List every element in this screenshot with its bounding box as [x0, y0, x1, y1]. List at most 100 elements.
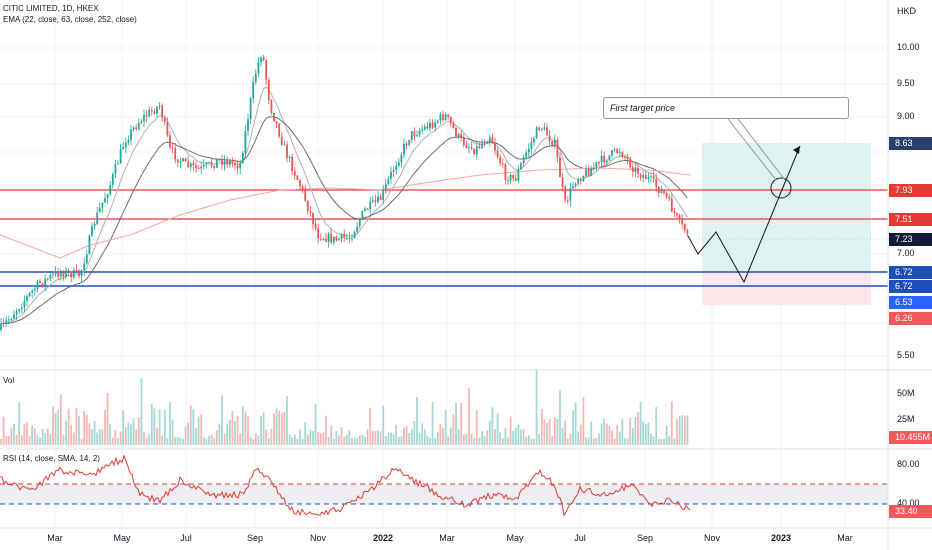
- candle-body: [431, 122, 434, 128]
- annotation-callout[interactable]: First target price: [603, 97, 849, 119]
- candle-body: [195, 165, 197, 168]
- volume-bar: [150, 404, 153, 445]
- volume-bar: [184, 426, 187, 445]
- candle-body: [483, 143, 486, 145]
- volume-bar: [319, 432, 322, 445]
- volume-bar: [278, 410, 281, 445]
- volume-bar: [670, 401, 673, 445]
- volume-bar: [377, 430, 379, 445]
- volume-bar: [275, 408, 278, 445]
- volume-bar: [364, 436, 366, 445]
- time-axis-label: May: [506, 533, 524, 543]
- volume-bar: [559, 390, 561, 445]
- volume-bar: [382, 405, 385, 445]
- volume-legend[interactable]: Vol: [3, 376, 15, 385]
- candle-body: [374, 200, 377, 203]
- volume-bar: [668, 436, 671, 445]
- candle-body: [509, 174, 512, 181]
- volume-bar: [332, 438, 335, 445]
- volume-bar: [533, 438, 535, 445]
- candle-body: [634, 167, 637, 172]
- candle-body: [226, 160, 229, 165]
- candle-body: [595, 161, 598, 168]
- volume-bar: [553, 417, 556, 445]
- volume-bar: [195, 428, 197, 445]
- candle-body: [400, 154, 403, 163]
- volume-bar: [247, 416, 249, 445]
- candle-body: [10, 318, 13, 320]
- volume-bar: [286, 395, 288, 445]
- volume-bar: [488, 420, 491, 445]
- candle-body: [127, 140, 130, 143]
- candle-body: [395, 165, 398, 171]
- volume-bar: [678, 416, 681, 445]
- candle-body: [660, 190, 663, 193]
- volume-bar: [31, 425, 34, 445]
- projection-path[interactable]: [687, 118, 801, 284]
- volume-bar: [78, 415, 80, 445]
- candle-body: [665, 193, 668, 197]
- volume-bar: [611, 430, 613, 445]
- candle-body: [530, 141, 533, 149]
- candle-body: [566, 200, 569, 202]
- candle-body: [390, 171, 392, 179]
- candle-body: [265, 60, 268, 80]
- candle-body: [405, 143, 408, 145]
- time-axis-label: Jul: [574, 533, 586, 543]
- volume-bar: [595, 438, 598, 445]
- volume-bar: [343, 437, 346, 445]
- volume-bar: [561, 427, 564, 445]
- volume-bar: [384, 436, 387, 445]
- volume-bar: [608, 425, 611, 445]
- volume-bar: [192, 409, 195, 445]
- volume-bar: [296, 438, 299, 445]
- volume-bar: [119, 431, 122, 445]
- volume-bar: [262, 412, 265, 445]
- volume-bar: [530, 438, 533, 445]
- candle-body: [587, 169, 590, 176]
- volume-bar: [624, 438, 626, 445]
- volume-bar: [569, 433, 572, 445]
- volume-bar: [436, 431, 439, 445]
- candle-body: [132, 127, 135, 130]
- volume-bar: [54, 413, 57, 445]
- rsi-legend[interactable]: RSI (14, close, SMA, 14, 2): [3, 454, 100, 463]
- volume-bar: [556, 418, 559, 445]
- volume-bar: [548, 418, 551, 445]
- candle-body: [418, 130, 421, 136]
- price-tag: 6.26: [889, 312, 932, 325]
- volume-bar: [647, 422, 650, 445]
- volume-bar: [543, 419, 546, 445]
- candle-body: [39, 281, 41, 284]
- ema-legend[interactable]: EMA (22, close, 63, close, 252, close): [3, 15, 137, 24]
- time-axis-label: 2023: [770, 533, 792, 543]
- candle-body: [382, 189, 385, 201]
- time-axis-label: 2022: [372, 533, 394, 543]
- candle-body: [377, 196, 379, 203]
- candle-body: [317, 228, 320, 239]
- volume-bar: [260, 416, 262, 445]
- candle-body: [111, 173, 114, 186]
- candle-body: [527, 148, 530, 153]
- candle-body: [561, 177, 564, 187]
- volume-bar: [439, 424, 442, 445]
- candle-body: [639, 174, 642, 178]
- candle-body: [546, 127, 548, 136]
- candle-body: [325, 238, 327, 242]
- volume-bar: [111, 437, 114, 445]
- volume-bar: [473, 437, 476, 445]
- candle-body: [413, 131, 416, 136]
- volume-bar: [221, 395, 223, 445]
- price-axis-label: 7.00: [897, 248, 915, 258]
- candle-body: [231, 160, 234, 164]
- candle-body: [327, 233, 330, 242]
- candle-body: [234, 163, 236, 166]
- candle-body: [275, 121, 278, 124]
- volume-bar: [390, 432, 392, 445]
- price-tag: 7.93: [889, 184, 932, 197]
- volume-bar: [387, 432, 390, 445]
- volume-bar: [104, 410, 106, 445]
- candle-body: [496, 150, 499, 158]
- candle-body: [210, 162, 213, 166]
